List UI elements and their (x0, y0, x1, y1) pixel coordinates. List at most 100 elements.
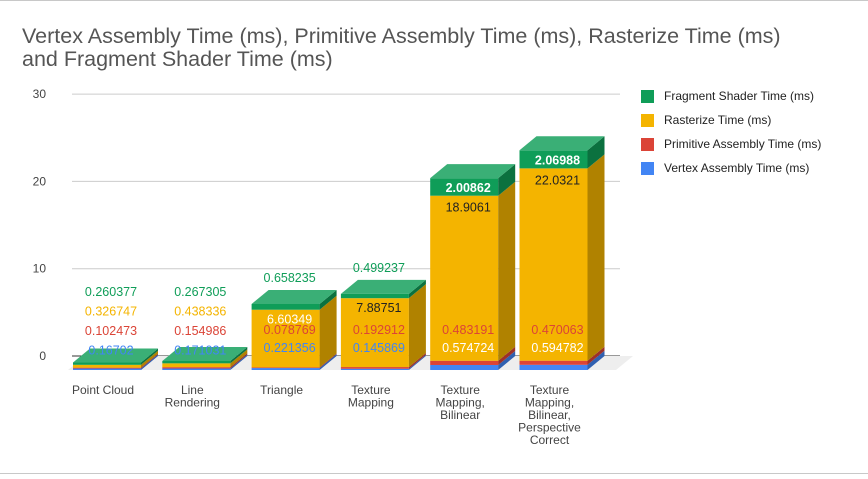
bar-segment (430, 364, 499, 370)
data-label: 0.470063 (531, 323, 583, 337)
data-label: 2.06988 (535, 153, 580, 167)
category-label: Texture (351, 383, 391, 397)
bar-side (141, 348, 158, 365)
bar-top (73, 348, 158, 363)
data-label: 0.267305 (174, 285, 226, 299)
bar-segment (340, 298, 409, 368)
bar-top (162, 346, 248, 361)
bar-segment (73, 364, 141, 368)
data-label: 6.60349 (267, 313, 312, 327)
bar-side (498, 181, 516, 361)
bar-segment (162, 368, 231, 370)
data-label: 0.260377 (85, 285, 137, 299)
bar-side (141, 350, 158, 368)
data-label: 2.00862 (446, 181, 491, 195)
y-tick-label: 20 (33, 174, 47, 188)
legend-swatch (641, 114, 654, 127)
data-label: 0.171031 (174, 344, 226, 358)
data-label: 0.499237 (353, 261, 405, 275)
bar-top (251, 289, 337, 304)
data-label: 0.483191 (442, 323, 494, 337)
bar-side (408, 353, 426, 369)
bar-segment (430, 195, 499, 361)
category-label: Mapping, (436, 396, 485, 410)
bar-side (587, 136, 605, 169)
bar-top (430, 164, 516, 179)
category-label: Texture (441, 383, 481, 397)
category-label: Texture (530, 383, 570, 397)
legend-label: Fragment Shader Time (ms) (664, 89, 815, 103)
legend-swatch (641, 138, 654, 151)
bar-segment (519, 364, 588, 370)
category-label: Bilinear, (528, 408, 571, 422)
data-label: 0.192912 (353, 323, 405, 337)
category-label: Rendering (165, 396, 220, 410)
bar-side (587, 346, 605, 365)
bar-side (587, 154, 605, 361)
y-tick-label: 0 (39, 349, 46, 363)
bar-segment (73, 367, 141, 369)
category-label: Correct (530, 433, 570, 447)
top-border (0, 0, 868, 1)
bar-top (340, 279, 426, 294)
bar-segment (162, 360, 231, 364)
bar-segment (73, 368, 141, 370)
bottom-border (0, 473, 868, 474)
data-label: 0.326747 (85, 305, 137, 319)
data-label: 0.145869 (353, 341, 405, 355)
legend-swatch (641, 90, 654, 103)
data-label: 0.438336 (174, 305, 226, 319)
bar-side (587, 350, 605, 370)
bar-side (319, 289, 337, 310)
category-label: Triangle (260, 383, 303, 397)
data-label: 22.0321 (535, 173, 580, 187)
bar-side (408, 284, 426, 368)
data-label: 0.221356 (264, 341, 316, 355)
bar-side (141, 354, 158, 370)
bar-side (319, 354, 337, 370)
y-tick-label: 30 (33, 87, 47, 101)
bar-side (319, 353, 337, 369)
bar-segment (340, 293, 409, 299)
bar-segment (162, 367, 231, 369)
bar-segment (519, 150, 588, 169)
bar-side (230, 354, 248, 370)
chart-title-line-2: and Fragment Shader Time (ms) (22, 47, 333, 71)
bar-segment (519, 360, 588, 365)
data-label: 0.078769 (264, 323, 316, 337)
category-label: Mapping, (525, 396, 574, 410)
data-label: 0.574724 (442, 341, 494, 355)
bar-segment (251, 367, 320, 369)
bar-segment (73, 362, 141, 365)
bar-side (230, 349, 248, 368)
bar-segment (340, 367, 409, 369)
bar-side (141, 353, 158, 369)
data-label: 0.154986 (174, 324, 226, 338)
bar-side (230, 346, 248, 364)
bar-side (319, 295, 337, 368)
category-label: Point Cloud (72, 383, 134, 397)
bar-segment (162, 363, 231, 368)
bar-side (408, 279, 426, 299)
category-label: Line (181, 383, 204, 397)
bar-side (230, 353, 248, 369)
data-label: 0.594782 (531, 341, 583, 355)
bar-segment (251, 368, 320, 370)
bar-segment (519, 168, 588, 361)
category-label: Perspective (518, 421, 581, 435)
bar-top (519, 136, 605, 151)
bar-side (408, 354, 426, 370)
bar-segment (430, 360, 499, 365)
category-label: Mapping (348, 396, 394, 410)
bar-segment (340, 368, 409, 370)
bar-segment (251, 303, 320, 310)
data-label: 7.88751 (356, 301, 401, 315)
legend-label: Vertex Assembly Time (ms) (664, 161, 810, 175)
data-label: 0.658235 (264, 271, 316, 285)
chart-title-line-1: Vertex Assembly Time (ms), Primitive Ass… (22, 24, 781, 48)
legend-label: Primitive Assembly Time (ms) (664, 137, 822, 151)
bar-segment (251, 309, 320, 368)
category-label: Bilinear (440, 408, 480, 422)
data-label: 0.16702 (88, 344, 133, 358)
